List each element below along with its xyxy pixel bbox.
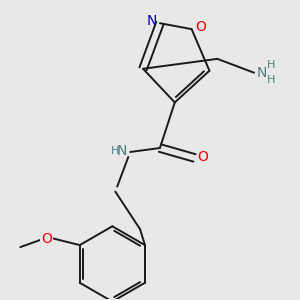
Text: O: O: [198, 150, 208, 164]
Text: H: H: [266, 75, 275, 85]
Text: H: H: [266, 60, 275, 70]
Text: O: O: [41, 232, 52, 246]
Text: H: H: [110, 146, 119, 156]
Text: N: N: [117, 144, 127, 158]
Text: N: N: [257, 66, 267, 80]
Text: O: O: [195, 20, 206, 34]
Text: N: N: [147, 14, 157, 28]
